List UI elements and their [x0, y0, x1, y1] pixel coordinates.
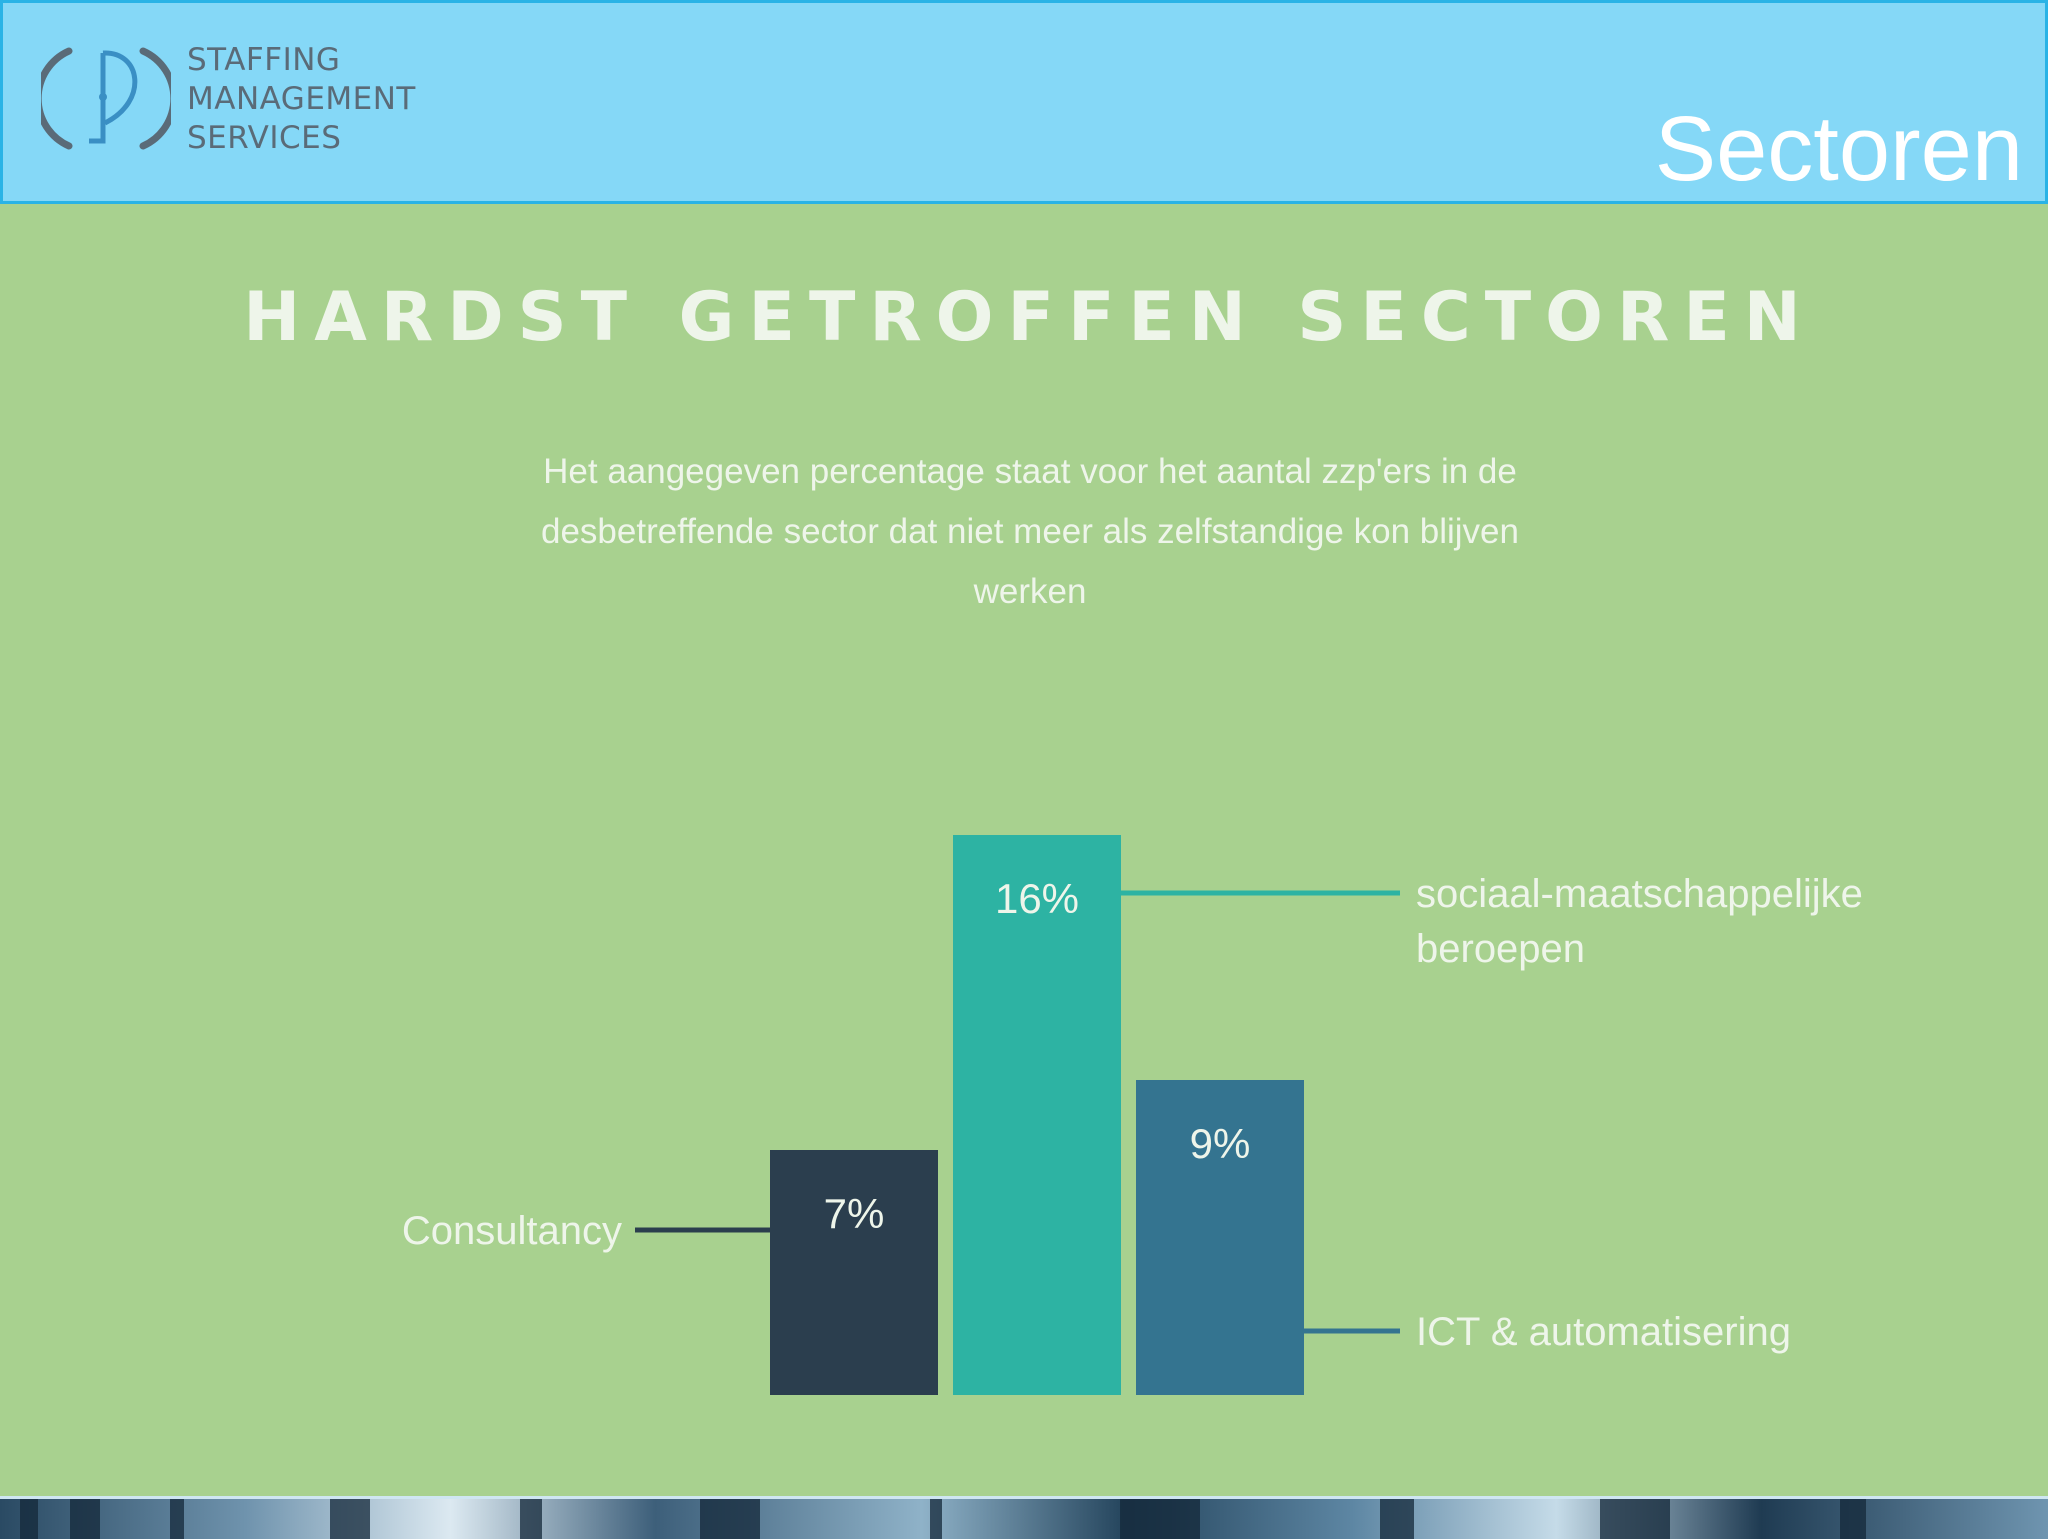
bar-3: [1136, 1080, 1304, 1395]
header-band: STAFFING MANAGEMENT SERVICES Sectoren: [0, 0, 2048, 204]
logo-line-services: SERVICES: [187, 120, 342, 156]
bar-chart: 7% Consultancy 16% sociaal-maatschappelijke…: [402, 835, 1863, 1395]
chart-subtitle-line: Het aangegeven percentage staat voor het…: [543, 452, 1517, 491]
chart-subtitle: Het aangegeven percentage staat voor het…: [520, 442, 1540, 622]
category-label: sociaal-maatschappelijke: [1416, 872, 1863, 916]
chart-title: HARDST GETROFFEN SECTOREN: [243, 278, 1815, 357]
bar-2: [953, 835, 1121, 1395]
bar-value-label: 7%: [824, 1190, 885, 1237]
footer-photo-strip: [0, 1496, 2048, 1539]
logo-line-management: MANAGEMENT: [187, 81, 416, 117]
chart-subtitle-line: werken: [973, 572, 1087, 611]
category-label: beroepen: [1416, 927, 1585, 971]
logo-text: STAFFING MANAGEMENT SERVICES: [187, 41, 416, 158]
slide-title: Sectoren: [1654, 98, 2023, 200]
chart-subtitle-line: desbetreffende sector dat niet meer als …: [540, 512, 1519, 551]
bar-value-label: 9%: [1190, 1120, 1251, 1167]
bar-value-label: 16%: [995, 875, 1079, 922]
company-logo-icon: [41, 47, 171, 150]
logo-line-staffing: STAFFING: [187, 42, 341, 78]
category-label: ICT & automatisering: [1416, 1310, 1791, 1354]
category-label: Consultancy: [402, 1209, 622, 1253]
bar-1: [770, 1150, 938, 1395]
